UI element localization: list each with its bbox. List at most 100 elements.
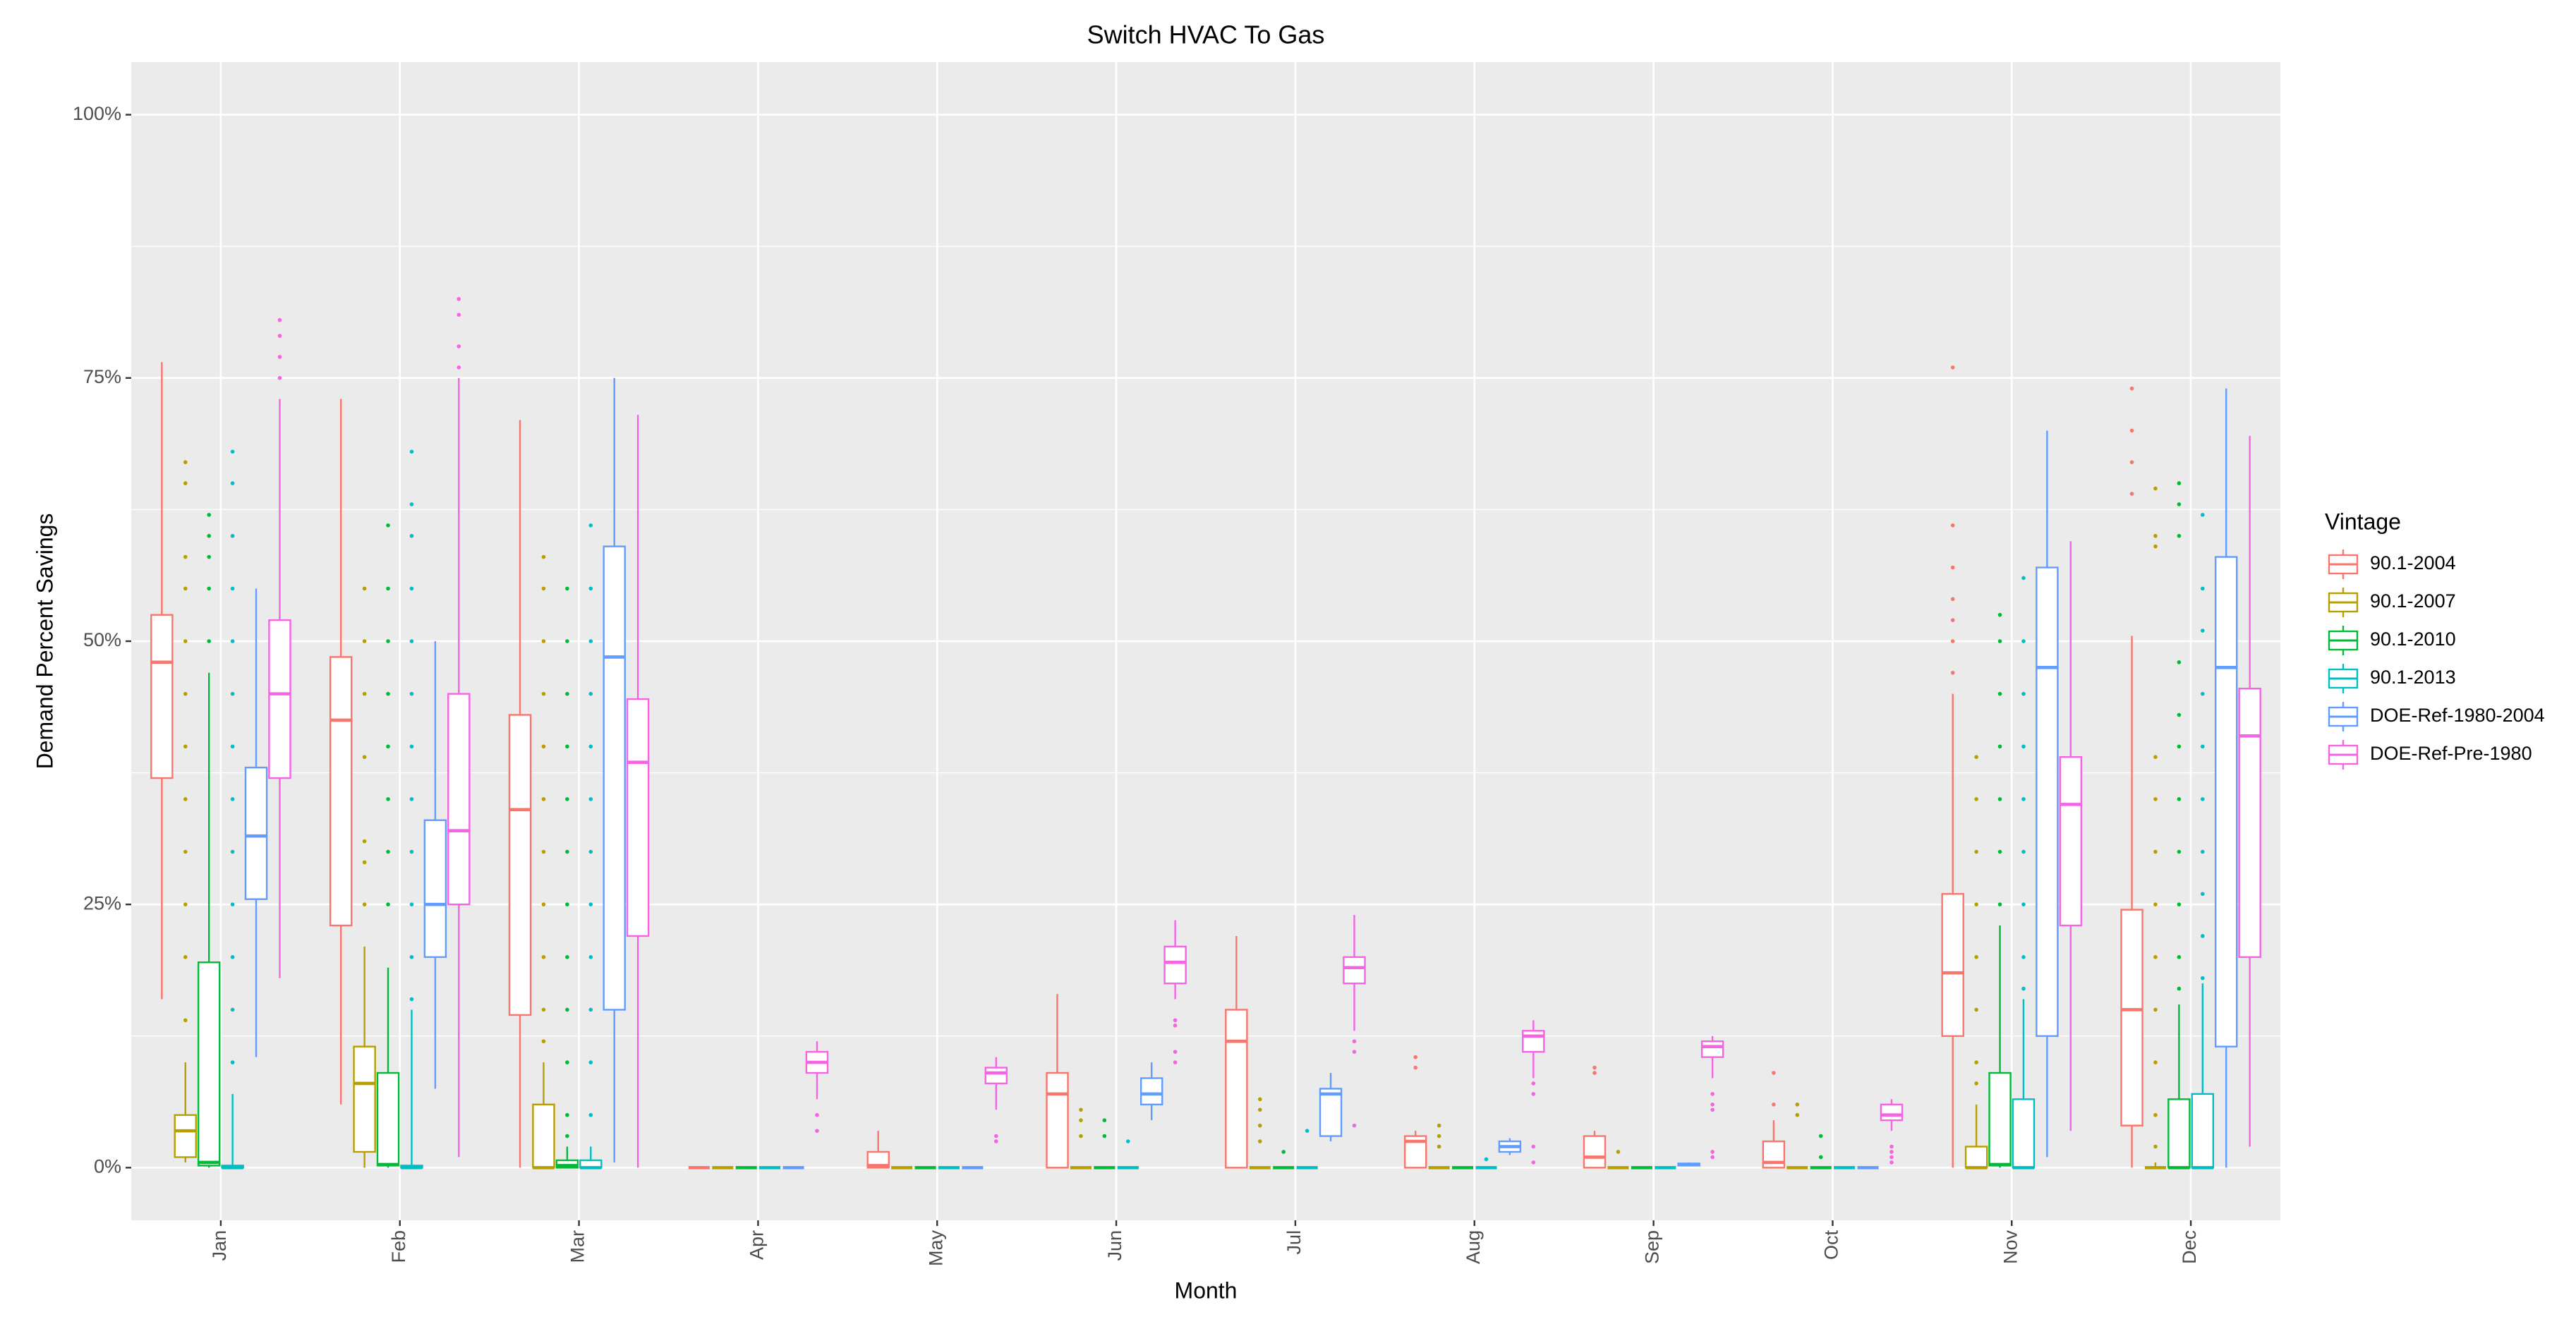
x-tick-label: Jan: [209, 1230, 230, 1261]
outlier: [230, 691, 235, 696]
box: [1583, 1135, 1607, 1169]
box: [2214, 556, 2238, 1047]
outlier: [1484, 1157, 1489, 1162]
outlier: [588, 586, 593, 591]
outlier: [2153, 533, 2158, 538]
outlier: [565, 902, 569, 906]
outlier: [2177, 744, 2182, 749]
outlier: [409, 744, 414, 749]
box: [197, 961, 221, 1167]
box: [1319, 1088, 1343, 1137]
outlier: [183, 639, 188, 643]
outlier: [541, 797, 546, 801]
box: [984, 1067, 1008, 1085]
box: [1225, 1009, 1248, 1169]
outlier: [409, 797, 414, 801]
outlier: [2021, 902, 2026, 906]
outlier: [1997, 639, 2002, 643]
outlier: [2021, 986, 2026, 991]
outlier: [1772, 1071, 1776, 1075]
outlier: [541, 849, 546, 854]
outlier: [1710, 1150, 1715, 1154]
x-tick-label: Sep: [1642, 1230, 1663, 1264]
outlier: [207, 533, 212, 538]
box: [244, 766, 268, 900]
outlier: [1795, 1103, 1800, 1107]
outlier: [2153, 1112, 2158, 1117]
outlier: [362, 755, 367, 759]
outlier: [2021, 639, 2026, 643]
outlier: [1173, 1018, 1178, 1023]
outlier: [1305, 1129, 1310, 1133]
outlier: [277, 317, 282, 322]
box: [353, 1045, 376, 1153]
box: [1700, 1040, 1724, 1058]
outlier: [456, 365, 461, 370]
box: [508, 714, 532, 1016]
outlier: [565, 1134, 569, 1138]
outlier: [2177, 849, 2182, 854]
outlier: [565, 955, 569, 959]
legend-label: 90.1-2010: [2370, 628, 2456, 650]
outlier: [2153, 1060, 2158, 1064]
outlier: [2153, 486, 2158, 491]
outlier: [183, 554, 188, 559]
outlier: [1592, 1065, 1597, 1070]
outlier: [409, 639, 414, 643]
outlier: [230, 955, 235, 959]
outlier: [207, 586, 212, 591]
outlier: [565, 639, 569, 643]
outlier: [1352, 1050, 1357, 1054]
outlier: [2177, 481, 2182, 485]
x-tick-label: Oct: [1821, 1230, 1842, 1261]
outlier: [2153, 755, 2158, 759]
box: [1880, 1103, 1904, 1122]
outlier: [2021, 576, 2026, 581]
outlier: [362, 639, 367, 643]
outlier: [815, 1112, 819, 1117]
legend-title: Vintage: [2325, 509, 2401, 534]
outlier: [277, 376, 282, 380]
outlier: [2153, 1144, 2158, 1149]
box: [1139, 1077, 1163, 1105]
outlier: [1889, 1160, 1894, 1165]
outlier: [588, 849, 593, 854]
outlier: [183, 955, 188, 959]
outlier: [565, 849, 569, 854]
outlier: [1437, 1123, 1441, 1128]
y-tick-label: 75%: [83, 366, 121, 387]
box: [1046, 1071, 1069, 1169]
outlier: [588, 744, 593, 749]
outlier: [1079, 1107, 1083, 1112]
outlier: [456, 344, 461, 348]
outlier: [541, 586, 546, 591]
outlier: [1710, 1107, 1715, 1112]
outlier: [1413, 1055, 1417, 1059]
outlier: [588, 1007, 593, 1012]
outlier: [565, 691, 569, 696]
box: [1343, 956, 1366, 985]
outlier: [362, 691, 367, 696]
outlier: [2177, 533, 2182, 538]
outlier: [1997, 691, 2002, 696]
outlier: [565, 586, 569, 591]
box: [150, 614, 174, 779]
outlier: [2200, 628, 2205, 633]
outlier: [1173, 1060, 1178, 1064]
outlier: [541, 1039, 546, 1044]
box: [1941, 893, 1964, 1037]
box: [2191, 1093, 2215, 1169]
outlier: [2200, 797, 2205, 801]
outlier: [230, 449, 235, 454]
outlier: [1531, 1092, 1536, 1096]
outlier: [183, 849, 188, 854]
outlier: [1102, 1118, 1107, 1122]
box: [423, 819, 447, 959]
y-tick-label: 0%: [94, 1155, 121, 1177]
outlier: [2021, 691, 2026, 696]
outlier: [2021, 744, 2026, 749]
x-tick-label: May: [925, 1230, 946, 1267]
outlier: [2177, 502, 2182, 506]
outlier: [2153, 849, 2158, 854]
